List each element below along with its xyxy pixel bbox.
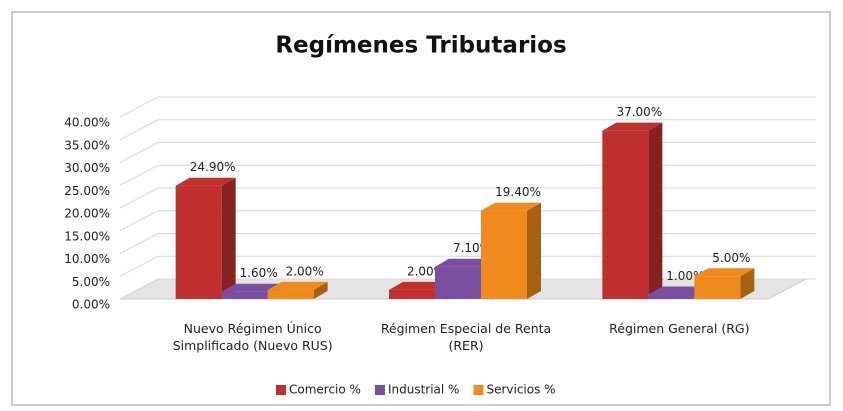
- bar: [389, 289, 435, 299]
- value-label: 19.40%: [495, 185, 541, 199]
- legend-label: Comercio %: [289, 383, 361, 397]
- bar-side: [648, 122, 663, 300]
- y-tick-label: 15.00%: [64, 229, 110, 243]
- y-tick-label: 35.00%: [64, 138, 110, 152]
- bar: [481, 210, 527, 299]
- x-tick-label: Nuevo Régimen Único Simplificado (Nuevo …: [172, 321, 333, 353]
- legend-label: Servicios %: [486, 383, 555, 397]
- bar: [221, 291, 268, 299]
- y-tick-label: 20.00%: [64, 207, 110, 221]
- bar-top: [175, 177, 236, 186]
- chart-title: Regímenes Tributarios: [275, 33, 566, 59]
- legend-swatch: [276, 385, 286, 395]
- bar-side: [221, 177, 236, 299]
- bar-top: [648, 286, 709, 295]
- legend-label: Industrial %: [388, 383, 460, 397]
- bar: [267, 289, 314, 299]
- value-label: 2.00%: [286, 264, 324, 278]
- grid-line: [119, 233, 816, 254]
- bar: [648, 294, 695, 299]
- bar-top: [435, 258, 495, 267]
- bar: [175, 185, 222, 299]
- value-label: 24.90%: [190, 160, 236, 174]
- x-tick-label: Régimen Especial de Renta (RER): [380, 321, 552, 353]
- grid-line: [119, 210, 816, 232]
- bar-top: [389, 281, 449, 290]
- bar-top: [694, 268, 755, 277]
- grid-line: [119, 142, 816, 163]
- value-label: 5.00%: [712, 251, 750, 265]
- y-tick-label: 30.00%: [64, 161, 110, 175]
- bar-top: [267, 281, 328, 290]
- value-label: 37.00%: [616, 105, 662, 119]
- grid-line: [119, 164, 816, 186]
- legend-swatch: [473, 385, 484, 395]
- y-tick-label: 5.00%: [72, 275, 110, 289]
- grid-line: [119, 96, 816, 118]
- bar-side: [527, 202, 541, 299]
- bar-top: [221, 283, 282, 292]
- y-tick-label: 40.00%: [64, 116, 110, 130]
- bar-side: [313, 281, 328, 299]
- y-tick-label: 0.00%: [72, 298, 110, 312]
- grid-line: [119, 187, 816, 209]
- grid-line: [119, 119, 816, 141]
- bar-side: [740, 268, 755, 299]
- value-label: 1.60%: [240, 266, 278, 280]
- legend-swatch: [374, 385, 385, 395]
- grid-line: [119, 255, 816, 277]
- chart-border: [11, 11, 831, 406]
- bar-top: [481, 202, 541, 211]
- y-tick-label: 25.00%: [64, 184, 110, 198]
- y-tick-label: 10.00%: [64, 252, 110, 266]
- bar-top: [602, 122, 663, 131]
- bar: [602, 130, 649, 299]
- grid-line: [119, 278, 816, 300]
- x-tick-label: Régimen General (RG): [609, 321, 750, 336]
- bar: [435, 266, 481, 299]
- bar: [694, 276, 741, 299]
